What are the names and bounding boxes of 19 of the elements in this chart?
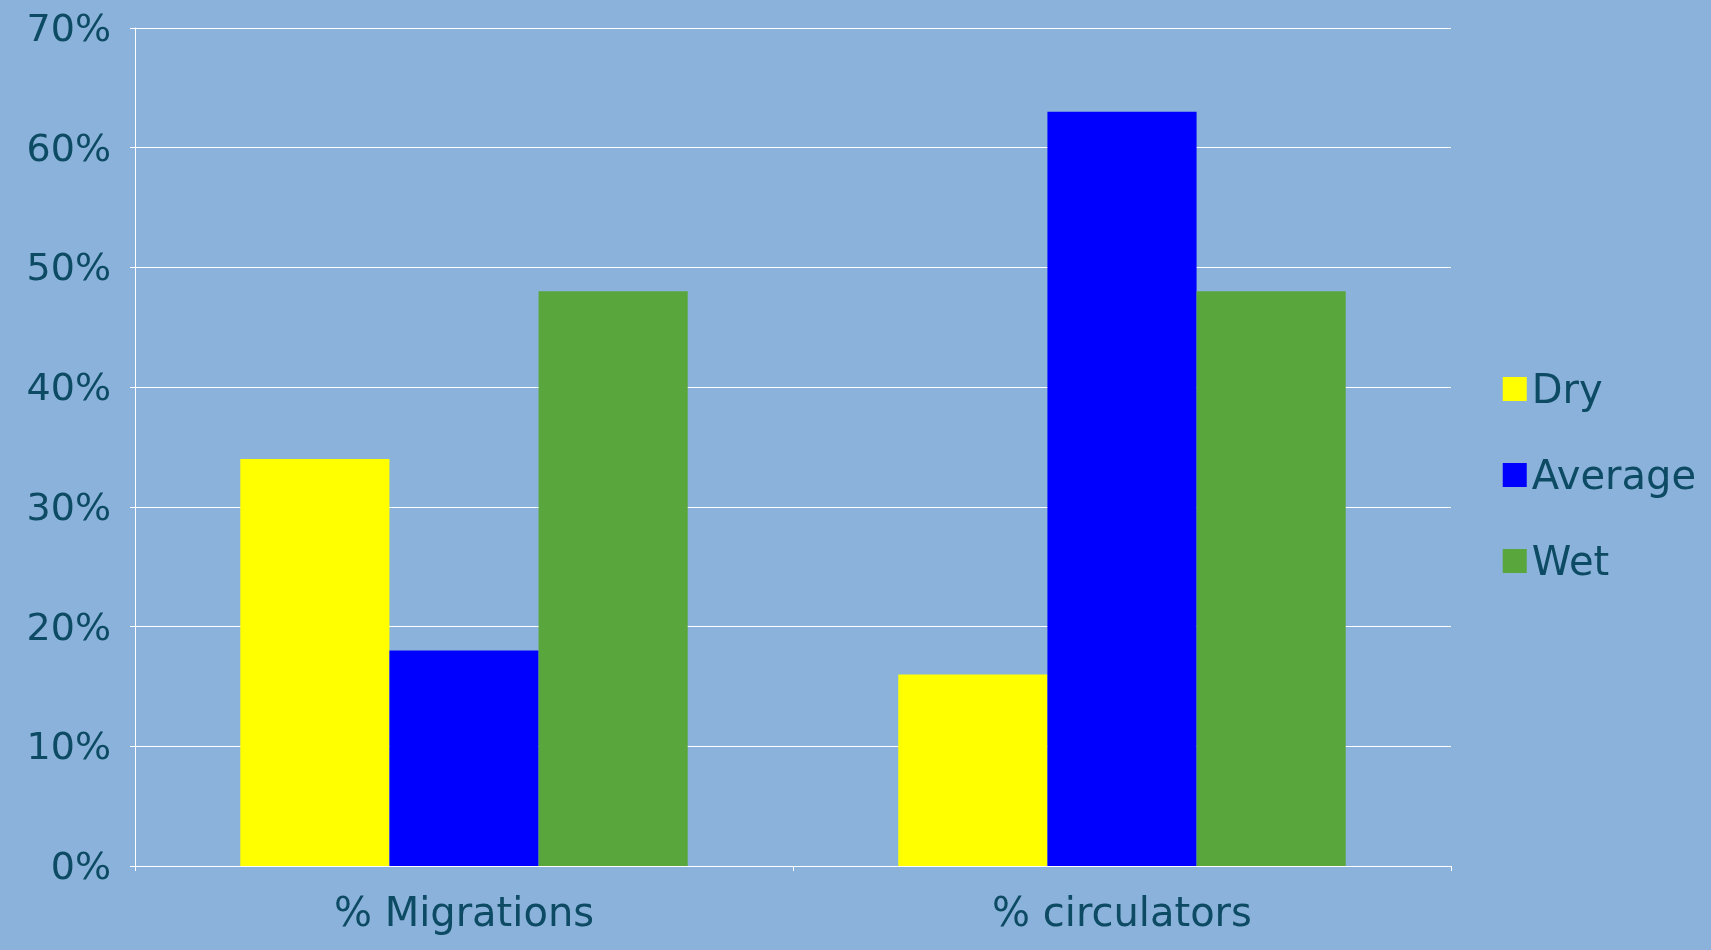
- y-tick-label: 50%: [26, 245, 111, 290]
- legend-label: Average: [1531, 452, 1697, 498]
- y-tick-label: 30%: [26, 484, 111, 529]
- bar: [538, 291, 688, 866]
- x-tick-label: % Migrations: [333, 889, 595, 935]
- legend-label: Dry: [1531, 366, 1603, 412]
- y-tick-label: 60%: [26, 125, 111, 170]
- bar: [898, 674, 1048, 866]
- y-tick-label: 0%: [50, 844, 111, 888]
- bar: [240, 458, 390, 866]
- y-tick-label: 40%: [26, 365, 111, 410]
- y-tick-label: 70%: [26, 6, 111, 50]
- y-tick-label: 10%: [26, 724, 111, 769]
- bar: [389, 650, 539, 866]
- y-tick-label: 20%: [26, 604, 111, 649]
- x-tick-label: % circulators: [992, 889, 1252, 935]
- legend-label: Wet: [1531, 538, 1610, 584]
- bar: [1047, 111, 1197, 866]
- bar: [1196, 291, 1346, 866]
